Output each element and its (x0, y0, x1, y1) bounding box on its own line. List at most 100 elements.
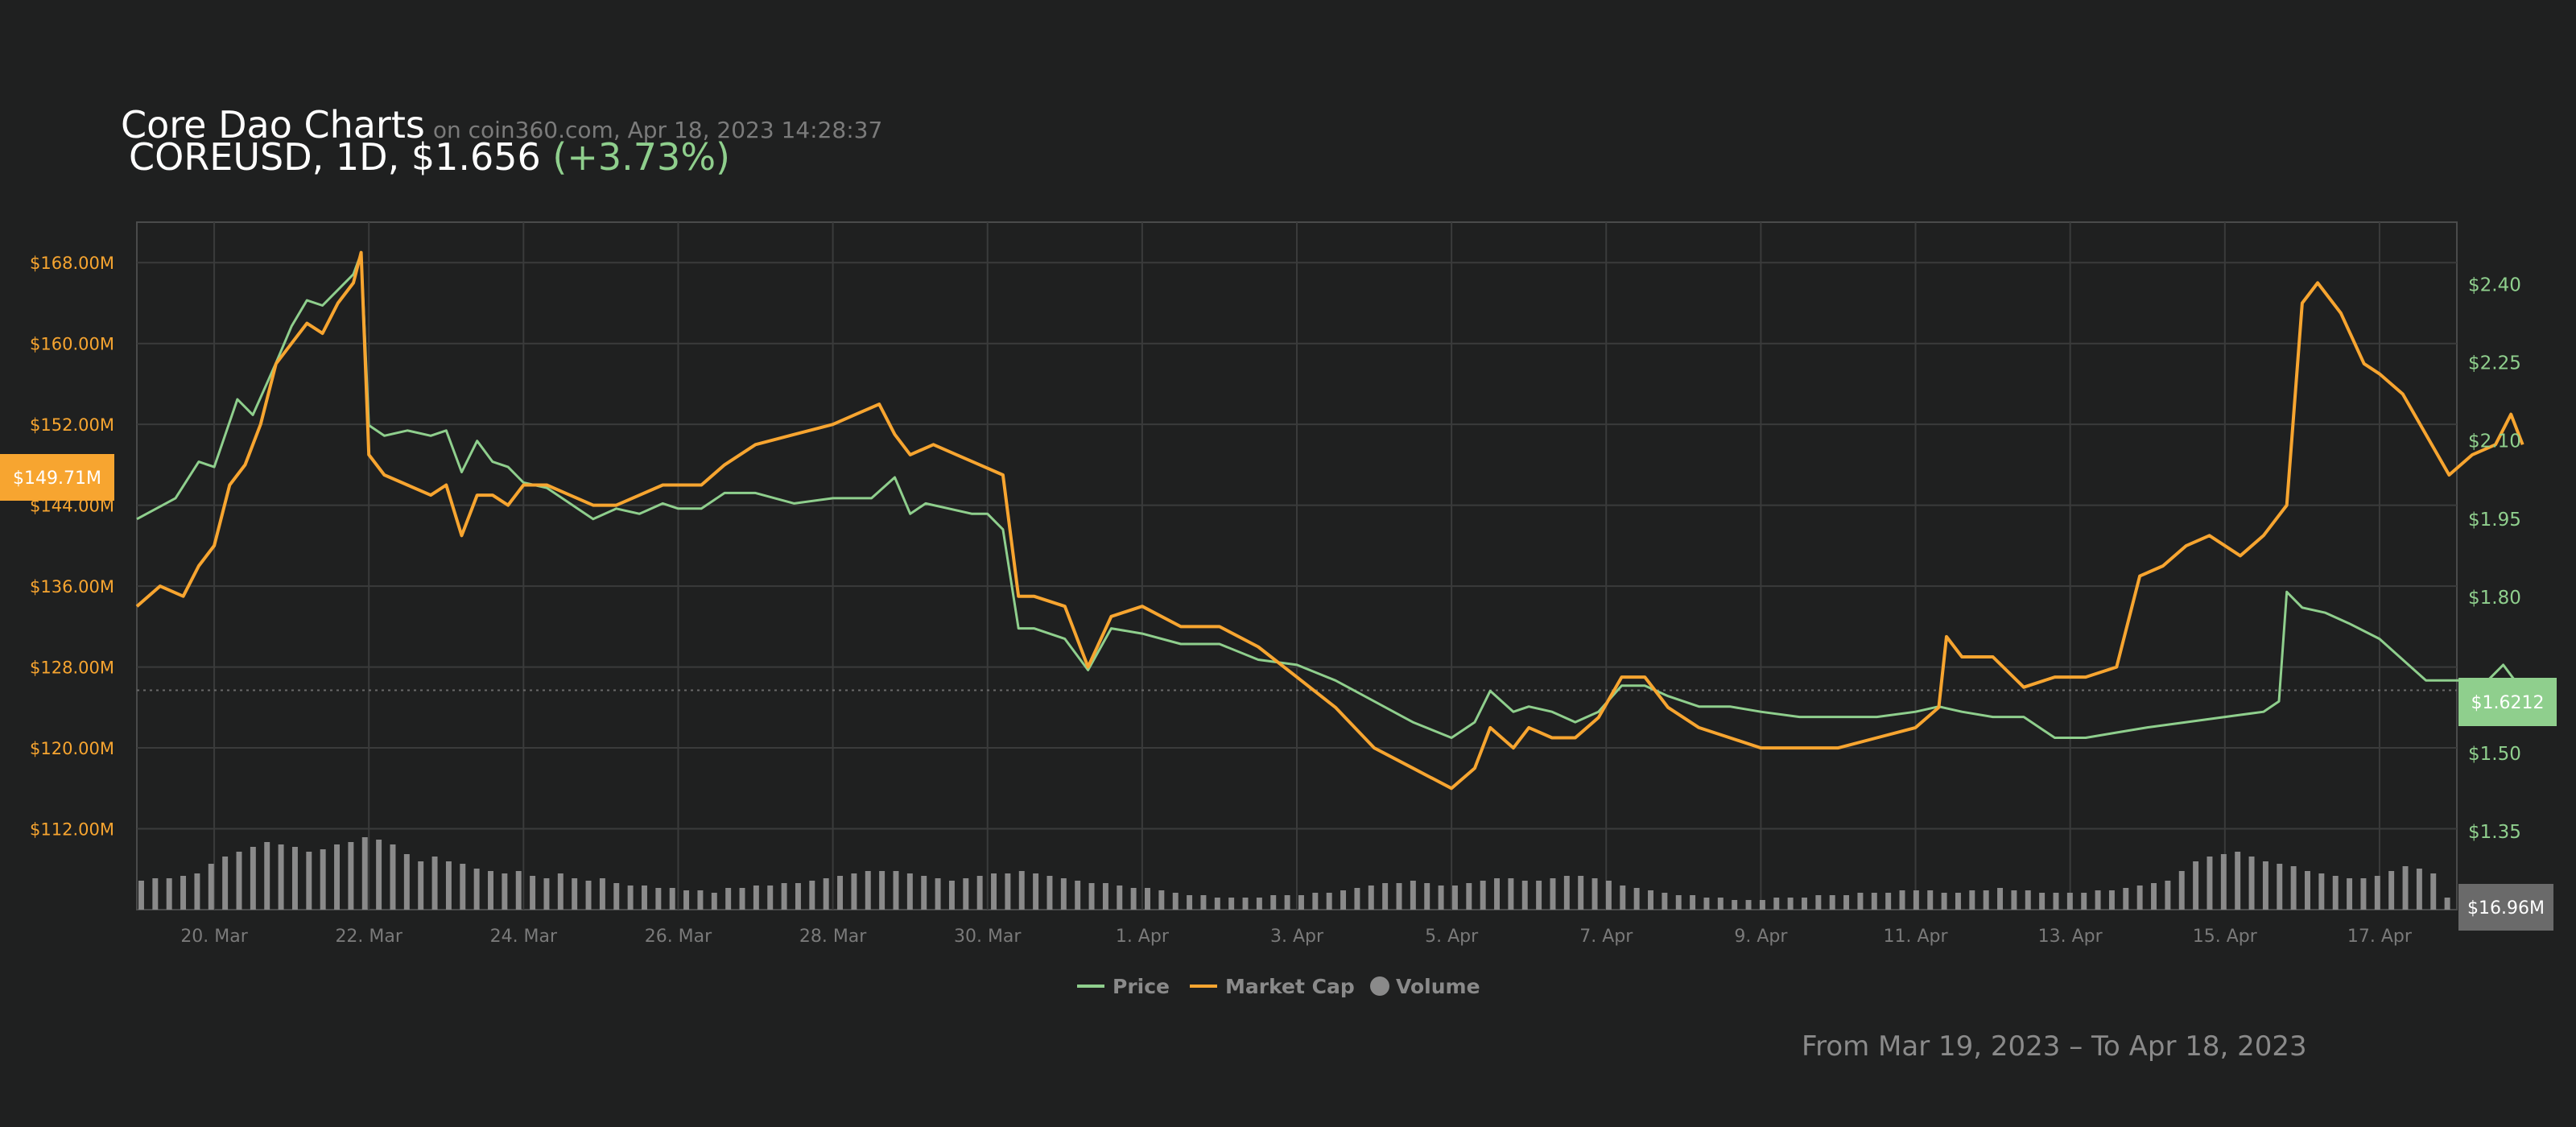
volume-bar (642, 886, 647, 910)
volume-layer (138, 837, 2450, 910)
volume-bar (795, 883, 801, 910)
market-cap-badge-box (0, 454, 114, 501)
volume-bar (152, 878, 159, 910)
grid-layer (136, 221, 2458, 910)
volume-bar (306, 852, 312, 910)
volume-bar (2136, 886, 2143, 910)
volume-bar (1046, 876, 1053, 910)
volume-bar (291, 847, 298, 910)
volume-bar (1284, 895, 1290, 910)
badges-layer: $149.71M $1.6212 $16.96M (0, 454, 2557, 931)
volume-bar (1690, 895, 1696, 910)
volume-bar (1117, 886, 1123, 910)
volume-bar (1913, 890, 1919, 910)
volume-bar (488, 871, 493, 910)
volume-bar (2235, 852, 2241, 910)
volume-bar (655, 888, 662, 910)
y-tick-label-right: $2.40 (2468, 275, 2521, 296)
volume-bar (2151, 883, 2157, 910)
volume-bar (1298, 895, 1304, 910)
volume-bar (1802, 898, 1807, 910)
volume-bar (991, 873, 997, 910)
volume-bar (767, 886, 774, 910)
volume-bar (1326, 893, 1332, 910)
volume-bar (1256, 898, 1262, 910)
volume-bar (1745, 900, 1752, 910)
volume-bar (1480, 881, 1486, 910)
volume-bar (753, 886, 759, 910)
volume-bar (1312, 893, 1319, 910)
volume-bar (2066, 893, 2073, 910)
y-tick-label-left: $112.00M (30, 820, 114, 840)
price-badge-label: $1.6212 (2471, 693, 2545, 713)
volume-bar (1787, 898, 1794, 910)
volume-bar (1871, 893, 1877, 910)
volume-bar (1214, 898, 1220, 910)
volume-bar (1354, 888, 1360, 910)
legend-marker-dot (1370, 976, 1389, 996)
volume-bar (2248, 857, 2255, 910)
volume-bar (1633, 888, 1640, 910)
legend-label: Market Cap (1225, 975, 1355, 998)
volume-bar (194, 873, 200, 910)
chart-title-line: Core Dao Charts on coin360.com, Apr 18, 2… (121, 103, 882, 147)
y-tick-label-left: $152.00M (30, 415, 114, 435)
volume-bar (2347, 878, 2353, 910)
volume-bar (1773, 898, 1780, 910)
volume-bar (1382, 883, 1389, 910)
volume-bar (403, 854, 410, 910)
volume-bar (963, 878, 969, 910)
y-tick-label-right: $1.95 (2468, 510, 2521, 530)
volume-bar (865, 871, 871, 910)
volume-bar (1703, 898, 1710, 910)
volume-bar (1899, 890, 1905, 910)
volume-bar (2262, 861, 2268, 910)
volume-bar (2081, 893, 2087, 910)
volume-bar (1521, 881, 1528, 910)
volume-bar (1005, 873, 1011, 910)
market-cap-series-line (135, 250, 2524, 791)
volume-bar (320, 849, 326, 910)
volume-bar (1466, 883, 1472, 910)
volume-bar (1732, 900, 1738, 910)
volume-bar (361, 837, 368, 910)
volume-bar (1620, 886, 1626, 910)
volume-bar (572, 878, 578, 910)
chart-source: on coin360.com, Apr 18, 2023 14:28:37 (432, 117, 883, 143)
volume-bar (543, 878, 550, 910)
volume-bar (2123, 888, 2129, 910)
price-badge-box (2458, 678, 2557, 726)
y-tick-label-right: $1.35 (2468, 822, 2521, 843)
volume-bar (627, 886, 634, 910)
volume-bar (2053, 893, 2059, 910)
volume-badge-label: $16.96M (2467, 898, 2545, 919)
volume-bar (1438, 886, 1444, 910)
volume-bar (2039, 893, 2046, 910)
volume-bar (1075, 881, 1081, 910)
x-tick-label: 17. Apr (2347, 927, 2413, 947)
volume-bar (1662, 893, 1668, 910)
volume-bar (1843, 895, 1850, 910)
legend[interactable]: Price Market Cap Volume (1077, 975, 1480, 998)
volume-bar (1969, 890, 1975, 910)
volume-bar (445, 861, 452, 910)
volume-bar (348, 842, 354, 910)
x-tick-label: 5. Apr (1425, 927, 1479, 947)
y-tick-label-left: $136.00M (30, 577, 114, 597)
x-tick-label: 1. Apr (1116, 927, 1170, 947)
chart-subtitle: COREUSD, 1D, $1.656 (129, 135, 541, 179)
volume-bar (837, 876, 844, 910)
volume-bar (669, 888, 675, 910)
x-tick-label: 7. Apr (1579, 927, 1633, 947)
volume-bar (2374, 876, 2380, 910)
volume-bar (1563, 876, 1570, 910)
volume-bar (1927, 890, 1934, 910)
volume-bar (1340, 890, 1347, 910)
volume-bar (1200, 895, 1207, 910)
x-tick-label: 30. Mar (954, 927, 1022, 947)
volume-bar (1396, 883, 1402, 910)
volume-bar (222, 857, 229, 910)
volume-bar (1997, 888, 2004, 910)
